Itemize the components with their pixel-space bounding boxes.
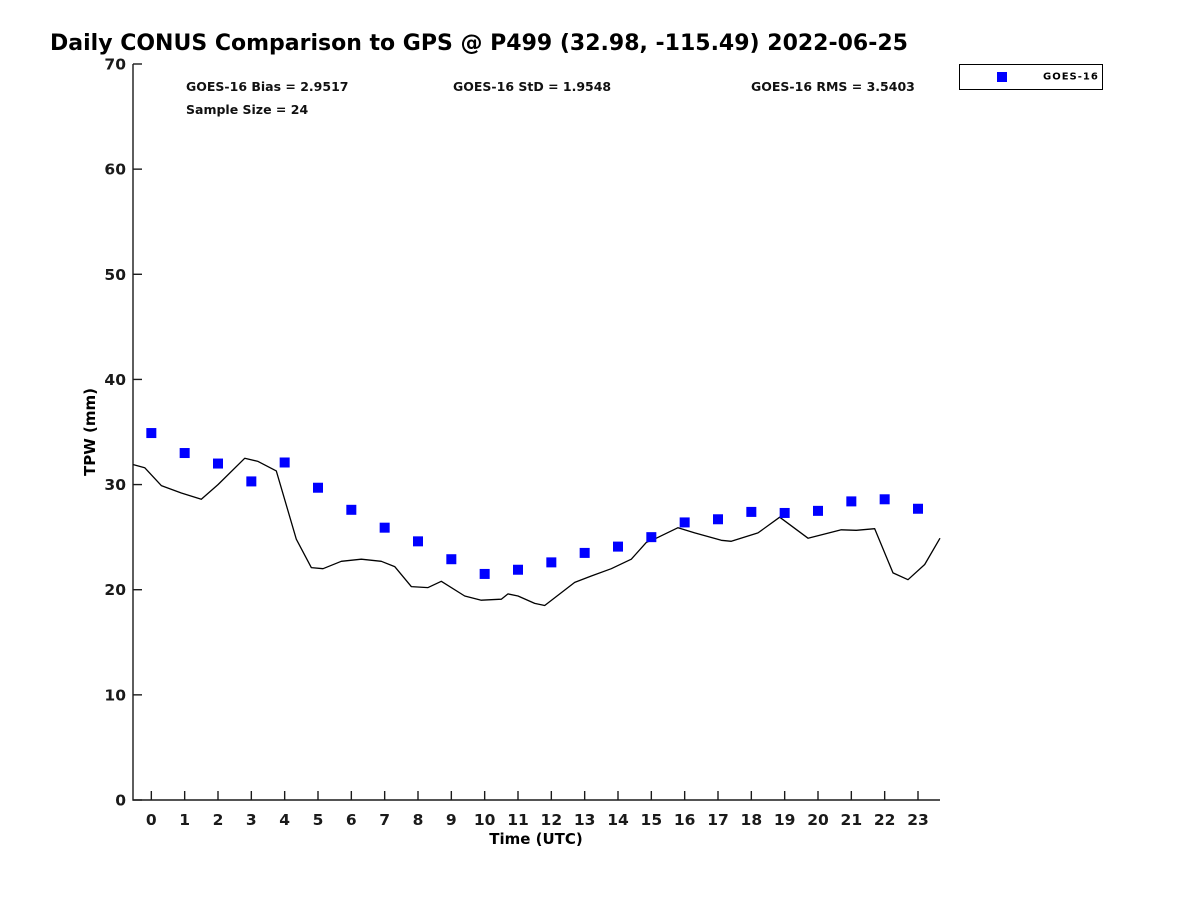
x-tick-label: 19 <box>774 811 796 829</box>
y-tick-label: 0 <box>115 792 126 810</box>
y-tick-label: 20 <box>104 581 126 599</box>
y-tick-label: 70 <box>104 56 126 74</box>
x-axis-label: Time (UTC) <box>489 830 583 848</box>
x-tick-label: 0 <box>146 811 157 829</box>
x-tick-label: 20 <box>807 811 829 829</box>
goes16-marker <box>746 506 757 517</box>
goes16-marker <box>379 522 390 533</box>
goes16-marker <box>479 568 490 579</box>
y-tick-label: 50 <box>104 266 126 284</box>
x-tick-label: 13 <box>574 811 596 829</box>
y-tick-label: 60 <box>104 161 126 179</box>
goes16-marker <box>679 517 690 528</box>
stat-std: GOES-16 StD = 1.9548 <box>453 79 612 94</box>
goes16-marker <box>646 532 657 543</box>
goes16-marker <box>779 507 790 518</box>
x-tick-label: 4 <box>279 811 290 829</box>
goes16-marker <box>313 482 323 493</box>
stat-bias: GOES-16 Bias = 2.9517 <box>186 79 349 94</box>
x-tick-label: 22 <box>874 811 896 829</box>
axes-frame <box>132 64 940 801</box>
goes16-marker <box>146 428 157 439</box>
goes16-marker <box>913 503 923 514</box>
x-tick-label: 21 <box>841 811 863 829</box>
goes16-marker <box>446 554 457 565</box>
x-tick-label: 8 <box>413 811 424 829</box>
chart-title: Daily CONUS Comparison to GPS @ P499 (32… <box>50 31 908 56</box>
x-tick-label: 10 <box>474 811 496 829</box>
x-tick-label: 17 <box>707 811 729 829</box>
goes16-marker <box>413 536 423 547</box>
x-tick-label: 5 <box>313 811 324 829</box>
x-tick-label: 9 <box>446 811 457 829</box>
gps-line-series <box>133 457 941 607</box>
x-tick-label: 15 <box>641 811 663 829</box>
goes16-marker <box>613 541 623 552</box>
legend-marker-icon <box>997 72 1007 82</box>
goes16-marker <box>346 504 357 515</box>
x-tick-label: 14 <box>607 811 629 829</box>
legend-entry-label: GOES-16 <box>1043 71 1099 83</box>
x-tick-label: 3 <box>246 811 257 829</box>
goes16-marker <box>846 496 857 507</box>
goes16-marker <box>879 494 890 505</box>
x-tick-label: 7 <box>379 811 390 829</box>
y-tick-label: 10 <box>104 686 126 704</box>
goes16-marker <box>579 547 590 558</box>
goes16-marker <box>713 514 723 525</box>
goes16-marker <box>179 448 190 459</box>
x-tick-label: 18 <box>741 811 763 829</box>
y-tick-label: 30 <box>104 476 126 494</box>
goes16-marker <box>813 505 823 516</box>
x-tick-label: 2 <box>213 811 224 829</box>
y-tick-label: 40 <box>104 371 126 389</box>
stat-rms: GOES-16 RMS = 3.5403 <box>751 79 915 94</box>
x-tick-label: 16 <box>674 811 696 829</box>
goes16-marker <box>213 458 223 469</box>
x-tick-label: 23 <box>907 811 929 829</box>
x-tick-label: 12 <box>541 811 563 829</box>
goes16-marker <box>513 564 523 575</box>
goes16-marker <box>279 457 290 468</box>
goes16-marker <box>546 557 557 568</box>
x-tick-label: 6 <box>346 811 357 829</box>
x-tick-label: 1 <box>179 811 190 829</box>
goes16-marker <box>246 476 257 487</box>
stat-sample-size: Sample Size = 24 <box>186 102 309 117</box>
legend: GOES-16 <box>959 64 1103 90</box>
x-tick-label: 11 <box>507 811 529 829</box>
